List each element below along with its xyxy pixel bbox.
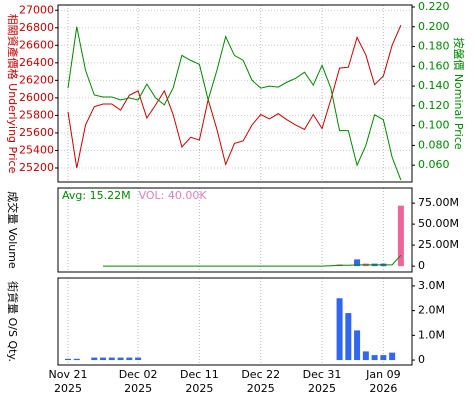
bar xyxy=(354,330,361,361)
bar xyxy=(117,357,124,361)
y-tick-label: 3.0M xyxy=(418,279,445,292)
bar xyxy=(73,358,80,361)
y-tick-label: 26600 xyxy=(19,38,54,51)
bar xyxy=(380,355,387,361)
bar xyxy=(100,357,107,361)
line xyxy=(67,26,402,181)
plot-frame xyxy=(57,4,413,183)
line xyxy=(67,24,402,169)
bar xyxy=(336,298,343,361)
bar xyxy=(108,357,115,361)
bar xyxy=(345,313,352,361)
y2-tick-label: 0.080 xyxy=(418,138,450,151)
y2-tick-label: 0.140 xyxy=(418,79,450,92)
bar xyxy=(135,357,142,361)
bar xyxy=(362,351,369,361)
y-tick-label: 25800 xyxy=(19,108,54,121)
bar xyxy=(354,259,361,267)
y-tick-label: 75.00M xyxy=(418,196,459,209)
bar xyxy=(126,357,133,361)
y2-tick-label: 0.060 xyxy=(418,158,450,171)
y-tick-label: 2.0M xyxy=(418,304,445,317)
x-tick-label: Dec 11 2025 xyxy=(180,368,219,395)
bar xyxy=(371,355,378,361)
y-tick-label: 0 xyxy=(418,259,425,272)
x-tick-label: Nov 21 2025 xyxy=(48,368,88,395)
y-axis-label: 街貨量 O/S Qty. xyxy=(6,281,20,362)
y2-tick-label: 0.100 xyxy=(418,119,450,132)
x-tick-label: Dec 02 2025 xyxy=(118,368,158,395)
y-tick-label: 50.00M xyxy=(418,217,459,230)
y2-tick-label: 0.180 xyxy=(418,40,450,53)
y2-axis-label: 按盤價 Nominal Price xyxy=(452,37,466,150)
x-tick-label: Jan 09 2026 xyxy=(366,368,401,395)
y2-tick-label: 0.200 xyxy=(418,20,450,33)
bar xyxy=(389,352,396,361)
y-tick-label: 25.00M xyxy=(418,238,459,251)
plot-frame xyxy=(57,277,413,366)
y-tick-label: 26400 xyxy=(19,56,54,69)
y-tick-label: 26000 xyxy=(19,91,54,104)
y-tick-label: 26200 xyxy=(19,73,54,86)
y-tick-label: 25600 xyxy=(19,126,54,139)
y-tick-label: 1.0M xyxy=(418,328,445,341)
y-tick-label: 0 xyxy=(418,353,425,366)
annotation: Avg: 15.22M xyxy=(62,189,131,202)
y2-tick-label: 0.160 xyxy=(418,59,450,72)
bar xyxy=(91,357,98,361)
annotation: VOL: 40.00K xyxy=(139,189,208,202)
y2-tick-label: 0.220 xyxy=(418,0,450,13)
y-tick-label: 25400 xyxy=(19,143,54,156)
bar xyxy=(397,205,404,267)
line xyxy=(103,254,402,267)
y-tick-label: 27000 xyxy=(19,3,54,16)
y-axis-label: 相關資產價格 Underlying Price xyxy=(6,14,20,174)
y2-tick-label: 0.120 xyxy=(418,99,450,112)
x-tick-label: Dec 31 2025 xyxy=(302,368,342,395)
plot-frame xyxy=(57,187,413,273)
y-tick-label: 26800 xyxy=(19,21,54,34)
y-tick-label: 25200 xyxy=(19,161,54,174)
y-axis-label: 成交量 Volume xyxy=(6,191,20,269)
x-tick-label: Dec 22 2025 xyxy=(241,368,281,395)
bar xyxy=(65,358,71,361)
